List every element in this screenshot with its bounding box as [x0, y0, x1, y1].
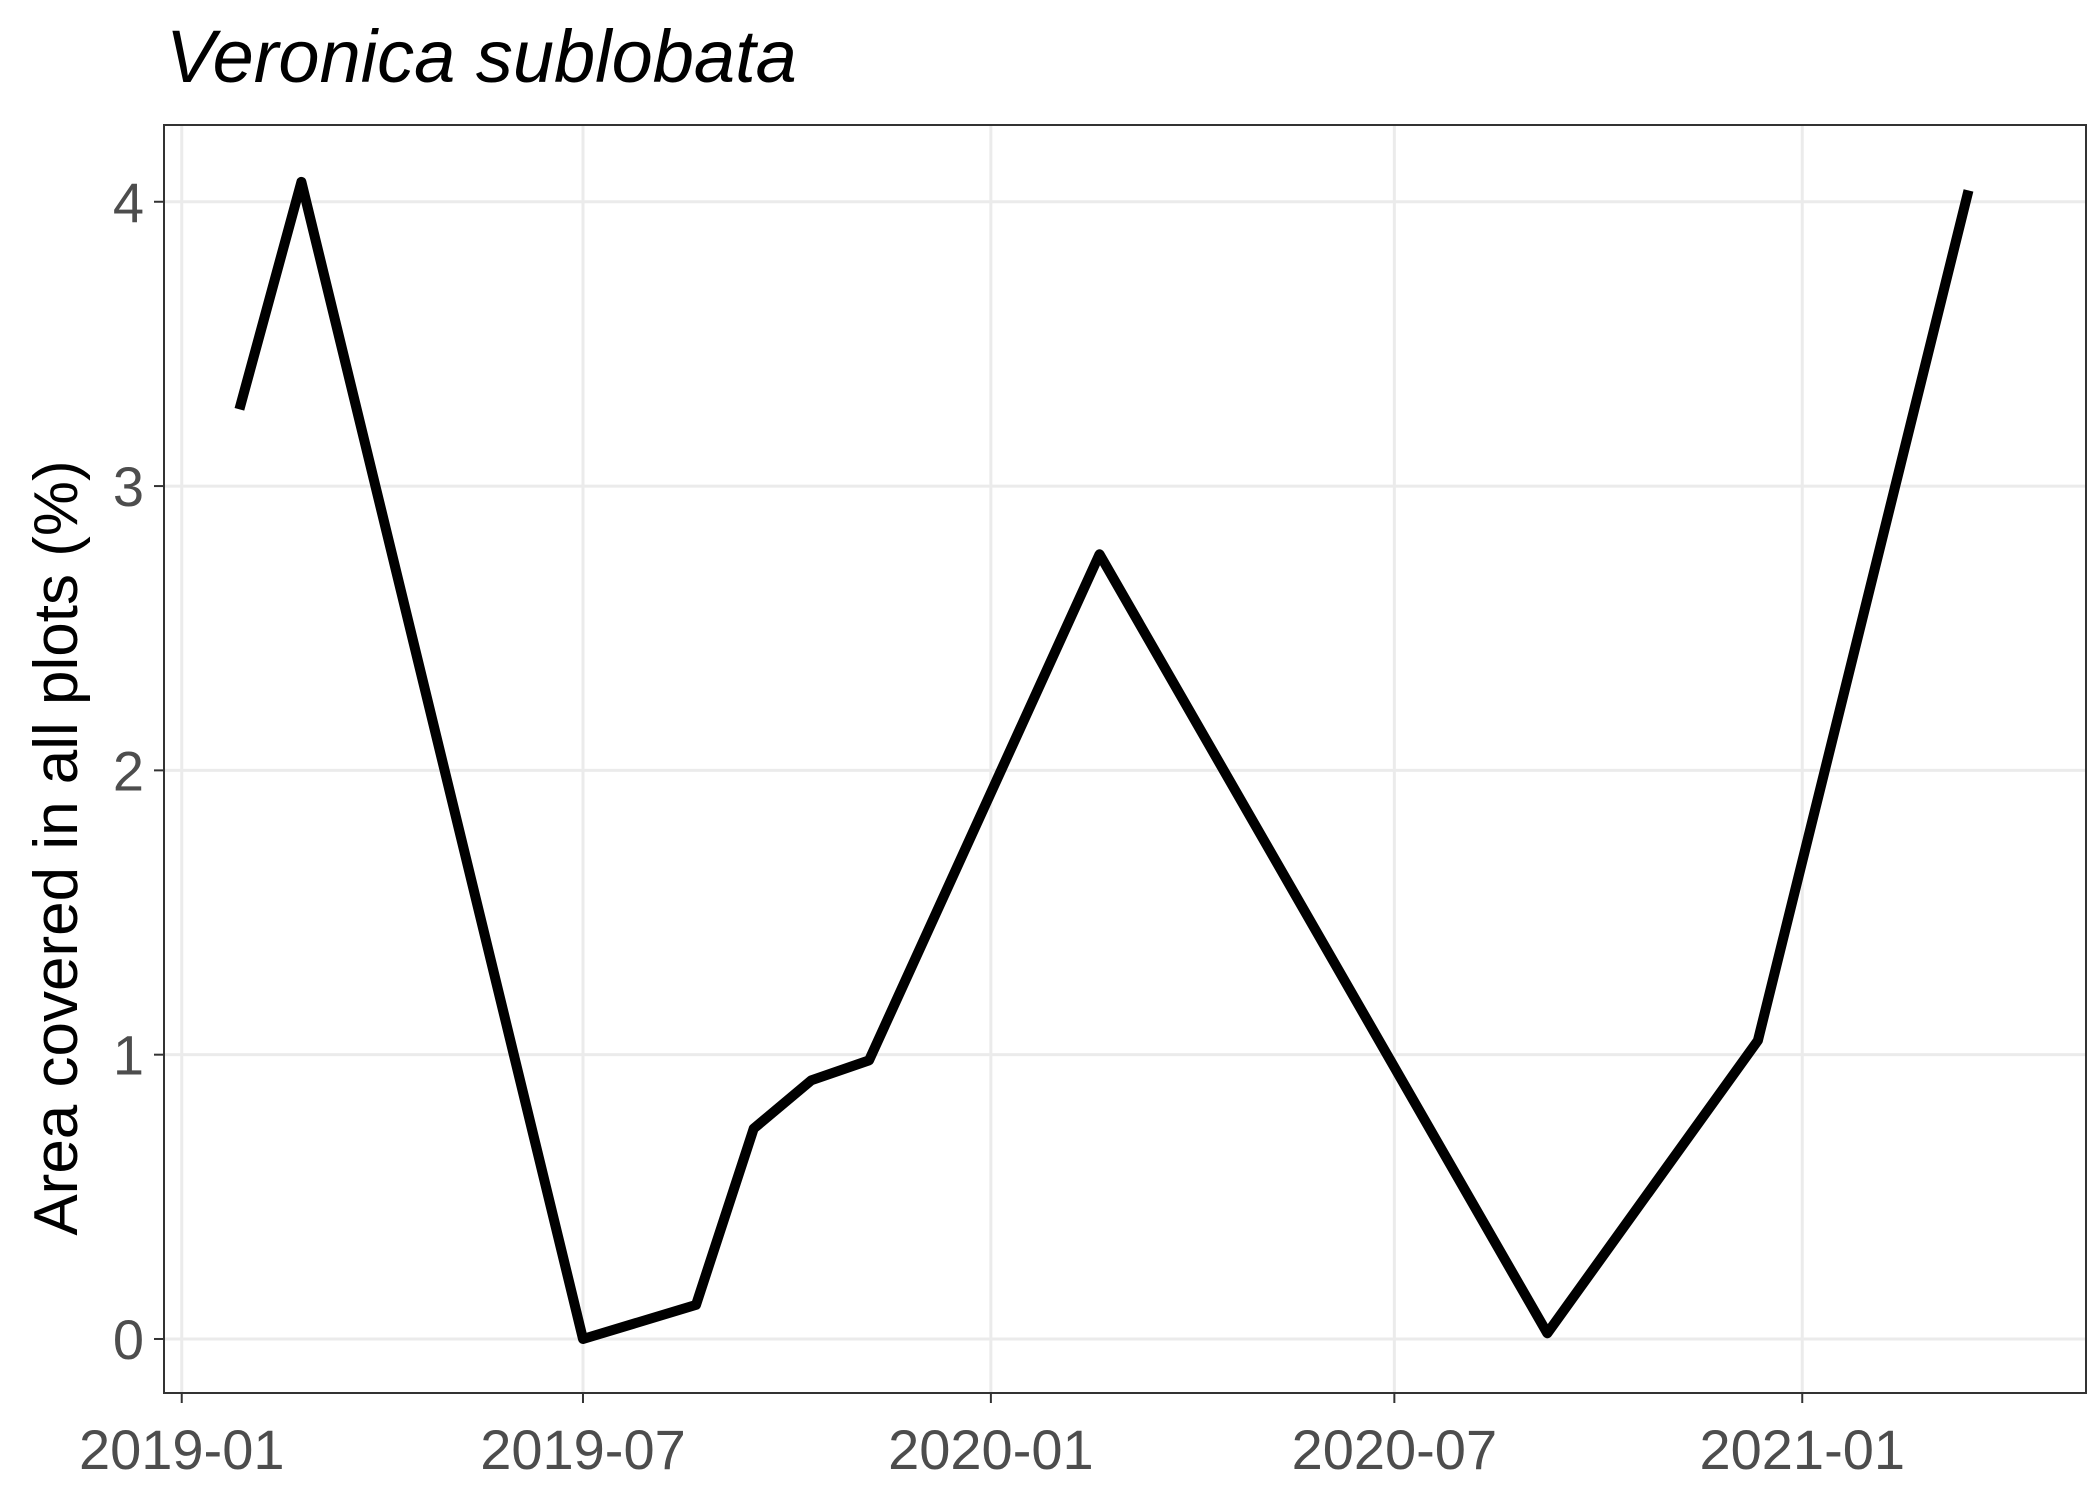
x-tick-label: 2020-07: [1292, 1418, 1498, 1481]
chart-title: Veronica sublobata: [166, 15, 797, 98]
axes: 0 1 2 3 4 2019-01 2019-07 2020-01 2020-07 2021-01: [79, 171, 1905, 1481]
y-axis-label: Area covered in all plots (%): [22, 460, 91, 1235]
y-tick-label: 4: [113, 171, 144, 234]
series-line-group: [234, 176, 1974, 1344]
y-tick-label: 1: [113, 1024, 144, 1087]
x-tick-label: 2019-01: [79, 1418, 285, 1481]
x-tick-label: 2020-01: [888, 1418, 1094, 1481]
y-tick-label: 0: [113, 1308, 144, 1371]
x-tick-label: 2021-01: [1699, 1418, 1905, 1481]
x-tick-label: 2019-07: [480, 1418, 686, 1481]
y-tick-label: 3: [113, 455, 144, 518]
series-line: [234, 176, 1974, 1344]
y-tick-label: 2: [113, 739, 144, 802]
plot-panel-border: [163, 124, 2087, 1394]
grid-lines: [164, 125, 2086, 1393]
